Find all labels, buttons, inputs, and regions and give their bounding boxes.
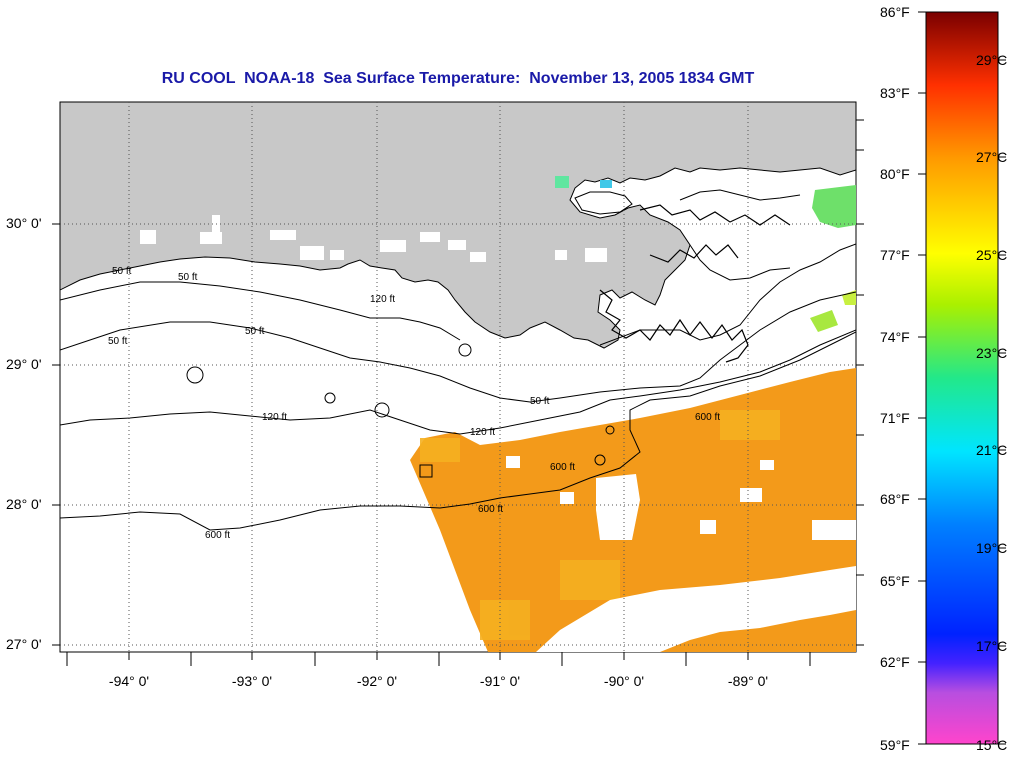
svg-text:600 ft: 600 ft xyxy=(205,530,230,541)
svg-text:600 ft: 600 ft xyxy=(550,462,575,473)
colorbar-c-label: 19°C xyxy=(976,540,1008,556)
sst-patch-cool xyxy=(555,176,569,188)
lat-label: 29° 0' xyxy=(6,356,42,372)
colorbar-f-label: 68°F xyxy=(880,491,910,507)
lon-label: -94° 0' xyxy=(108,673,150,689)
delta-coastline xyxy=(599,204,791,363)
svg-text:50 ft: 50 ft xyxy=(178,272,198,283)
contour-labels: 50 ft 50 ft 50 ft 50 ft 50 ft 120 ft 120… xyxy=(108,266,720,541)
colorbar-f-label: 62°F xyxy=(880,654,910,670)
colorbar-c-label: 29°C xyxy=(976,52,1008,68)
land-area xyxy=(60,102,856,349)
graticule xyxy=(60,102,856,652)
bathymetry-contours xyxy=(60,189,856,531)
colorbar-f-label: 77°F xyxy=(880,247,910,263)
svg-text:600 ft: 600 ft xyxy=(695,412,720,423)
svg-text:50 ft: 50 ft xyxy=(112,266,132,277)
svg-text:50 ft: 50 ft xyxy=(530,396,550,407)
colorbar-f-label: 65°F xyxy=(880,573,910,589)
sst-patch-cool xyxy=(842,290,856,305)
svg-text:120 ft: 120 ft xyxy=(370,294,395,305)
colorbar-f-label: 83°F xyxy=(880,85,910,101)
lat-label: 28° 0' xyxy=(6,496,42,512)
svg-text:50 ft: 50 ft xyxy=(108,336,128,347)
land-clear-spots xyxy=(140,215,607,262)
colorbar-c-label: 15°C xyxy=(976,737,1008,753)
lat-label: 30° 0' xyxy=(6,215,42,231)
lon-label: -90° 0' xyxy=(603,673,645,689)
lon-label: -91° 0' xyxy=(479,673,521,689)
axis-ticks xyxy=(52,119,864,666)
colorbar-c-label: 17°C xyxy=(976,638,1008,654)
sst-swath-variation xyxy=(420,410,780,640)
colorbar-c-label: 27°C xyxy=(976,149,1008,165)
lake-area xyxy=(574,191,633,215)
sst-swath-gaps xyxy=(506,456,856,652)
svg-text:50 ft: 50 ft xyxy=(245,326,265,337)
sst-patch-cool xyxy=(600,180,612,188)
colorbar xyxy=(925,11,999,745)
colorbar-f-label: 80°F xyxy=(880,166,910,182)
sst-patch-cool xyxy=(812,185,856,228)
sst-patch-cool xyxy=(810,310,838,332)
colorbar-f-label: 59°F xyxy=(880,737,910,753)
svg-text:120 ft: 120 ft xyxy=(262,412,287,423)
svg-text:600 ft: 600 ft xyxy=(478,504,503,515)
map-title: RU COOL NOAA-18 Sea Surface Temperature:… xyxy=(161,70,755,87)
lon-label: -92° 0' xyxy=(356,673,398,689)
colorbar-f-label: 74°F xyxy=(880,329,910,345)
lon-label: -93° 0' xyxy=(231,673,273,689)
colorbar-c-label: 21°C xyxy=(976,442,1008,458)
colorbar-c-label: 23°C xyxy=(976,345,1008,361)
lon-label: -89° 0' xyxy=(727,673,769,689)
colorbar-ticks xyxy=(918,11,1006,745)
lat-label: 27° 0' xyxy=(6,636,42,652)
colorbar-f-label: 86°F xyxy=(880,4,910,20)
colorbar-f-label: 71°F xyxy=(880,410,910,426)
colorbar-c-label: 25°C xyxy=(976,247,1008,263)
svg-text:120 ft: 120 ft xyxy=(470,427,495,438)
